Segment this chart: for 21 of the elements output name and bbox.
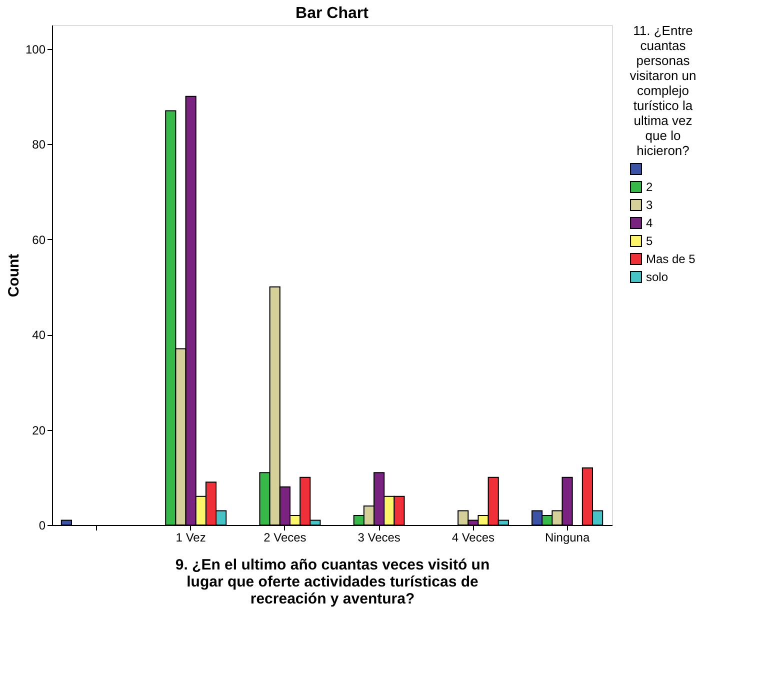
- x-axis-title: 9. ¿En el ultimo año cuantas veces visitó un lugar que oferte actividades turísticas de recreación y aventura?: [175, 556, 490, 608]
- text: 11. ¿Entre cuantas personas visitaron un complejo turístico la ultima vez que lo hicieron?: [630, 23, 696, 158]
- y-tick-label: 60: [32, 232, 46, 247]
- x-tick-label: 2 Veces: [264, 530, 306, 544]
- legend-label: solo: [646, 270, 668, 284]
- legend-label: 3: [646, 198, 653, 212]
- legend-label: 5: [646, 234, 653, 248]
- y-tick-label: 20: [32, 423, 46, 438]
- legend-label: 4: [646, 216, 653, 230]
- y-tick-label: 100: [25, 42, 46, 56]
- y-tick-label: 0: [38, 518, 46, 532]
- legend-label: 2: [646, 180, 653, 194]
- legend-label: Mas de 5: [646, 252, 696, 266]
- x-tick-label: Ninguna: [544, 530, 590, 544]
- x-tick-label: 1 Vez: [176, 530, 206, 544]
- y-axis-title: Count: [5, 254, 22, 298]
- chart-title: Bar Chart: [296, 5, 370, 22]
- y-tick-label: 40: [32, 328, 46, 342]
- x-tick-label: 3 Veces: [358, 530, 400, 544]
- y-tick-label: 80: [32, 138, 46, 152]
- x-tick-label: 4 Veces: [452, 530, 495, 544]
